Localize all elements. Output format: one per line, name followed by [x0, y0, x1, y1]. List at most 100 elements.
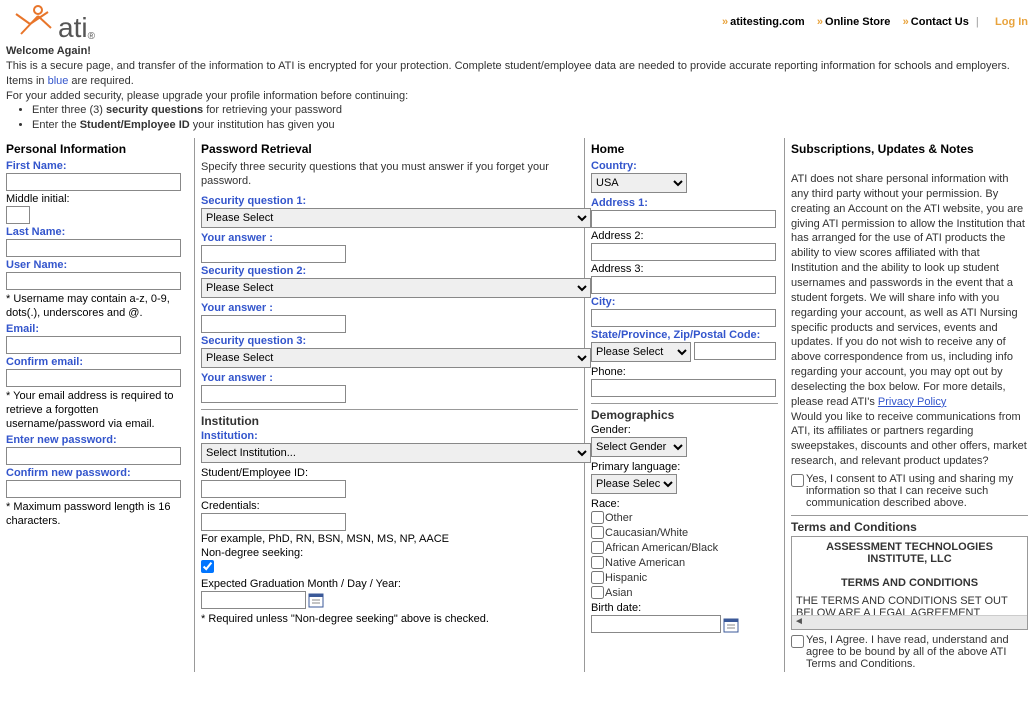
- b2b: Student/Employee ID: [80, 119, 190, 131]
- sq1-label: Security question 1:: [201, 195, 578, 207]
- race-option-label: Asian: [605, 587, 633, 599]
- logo-text: ati: [58, 14, 88, 42]
- email-input[interactable]: [6, 336, 181, 354]
- confirm-password-input[interactable]: [6, 480, 181, 498]
- col-password-institution: Password Retrieval Specify three securit…: [195, 138, 585, 672]
- nav-atitesting[interactable]: atitesting.com: [730, 16, 805, 28]
- non-degree-checkbox[interactable]: [201, 560, 214, 573]
- lang-select[interactable]: Please Select: [591, 474, 677, 494]
- race-option-label: Native American: [605, 557, 685, 569]
- sq3-label: Security question 3:: [201, 335, 578, 347]
- country-label: Country:: [591, 160, 778, 172]
- city-input[interactable]: [591, 309, 776, 327]
- ans1-label: Your answer :: [201, 232, 578, 244]
- new-password-input[interactable]: [6, 447, 181, 465]
- sq2-select[interactable]: Please Select: [201, 278, 591, 298]
- intro-bullet2: Enter the Student/Employee ID your insti…: [32, 118, 1028, 133]
- ans1-input[interactable]: [201, 245, 346, 263]
- consent-label: Yes, I consent to ATI using and sharing …: [806, 473, 1028, 509]
- nav-contact[interactable]: Contact Us: [911, 16, 969, 28]
- address3-label: Address 3:: [591, 263, 778, 275]
- sq3-select[interactable]: Please Select: [201, 348, 591, 368]
- intro-line2: Items in blue are required.: [6, 74, 1028, 89]
- institution-heading: Institution: [201, 409, 578, 428]
- nav-online-store[interactable]: Online Store: [825, 16, 890, 28]
- calendar-icon[interactable]: [723, 617, 739, 633]
- ans2-label: Your answer :: [201, 302, 578, 314]
- terms-box[interactable]: ASSESSMENT TECHNOLOGIES INSTITUTE, LLC T…: [791, 536, 1028, 630]
- institution-label: Institution:: [201, 430, 578, 442]
- first-name-input[interactable]: [6, 173, 181, 191]
- first-name-label: First Name:: [6, 160, 188, 172]
- chevron-icon: »: [722, 16, 728, 28]
- cred-example: For example, PhD, RN, BSN, MSN, MS, NP, …: [201, 533, 578, 545]
- sub-body-text: ATI does not share personal information …: [791, 173, 1025, 408]
- birth-date-label: Birth date:: [591, 602, 778, 614]
- middle-initial-input[interactable]: [6, 206, 30, 224]
- phone-input[interactable]: [591, 379, 776, 397]
- confirm-password-label: Confirm new password:: [6, 467, 188, 479]
- gender-label: Gender:: [591, 424, 778, 436]
- nav-separator: |: [976, 16, 979, 28]
- credentials-label: Credentials:: [201, 500, 578, 512]
- user-name-input[interactable]: [6, 272, 181, 290]
- race-checkbox[interactable]: [591, 586, 604, 599]
- country-select[interactable]: USA: [591, 173, 687, 193]
- phone-label: Phone:: [591, 366, 778, 378]
- new-password-label: Enter new password:: [6, 434, 188, 446]
- birth-date-input[interactable]: [591, 615, 721, 633]
- last-name-label: Last Name:: [6, 226, 188, 238]
- race-checkbox[interactable]: [591, 511, 604, 524]
- non-degree-label: Non-degree seeking:: [201, 547, 578, 559]
- nav-login[interactable]: Log In: [995, 16, 1028, 28]
- chevron-icon: »: [817, 16, 823, 28]
- gender-select[interactable]: Select Gender: [591, 437, 687, 457]
- calendar-icon[interactable]: [308, 592, 324, 608]
- agree-label: Yes, I Agree. I have read, understand an…: [806, 634, 1028, 670]
- intro-line1: This is a secure page, and transfer of t…: [6, 59, 1028, 74]
- privacy-policy-link[interactable]: Privacy Policy: [878, 396, 946, 408]
- student-id-input[interactable]: [201, 480, 346, 498]
- race-checkbox[interactable]: [591, 526, 604, 539]
- terms-title2: TERMS AND CONDITIONS: [841, 577, 978, 589]
- b1b: security questions: [106, 104, 203, 116]
- credentials-input[interactable]: [201, 513, 346, 531]
- demographics-heading: Demographics: [591, 403, 778, 422]
- intro-line2-prefix: Items in: [6, 75, 48, 87]
- col-home-demo: Home Country: USA Address 1: Address 2: …: [585, 138, 785, 672]
- institution-select[interactable]: Select Institution...: [201, 443, 591, 463]
- address1-input[interactable]: [591, 210, 776, 228]
- address3-input[interactable]: [591, 276, 776, 294]
- state-select[interactable]: Please Select: [591, 342, 691, 362]
- zip-input[interactable]: [694, 342, 776, 360]
- ans3-input[interactable]: [201, 385, 346, 403]
- address2-label: Address 2:: [591, 230, 778, 242]
- subscriptions-heading: Subscriptions, Updates & Notes: [791, 142, 1028, 156]
- race-row: Hispanic: [591, 570, 778, 585]
- student-id-label: Student/Employee ID:: [201, 467, 578, 479]
- password-note: * Maximum password length is 16 characte…: [6, 500, 188, 529]
- home-heading: Home: [591, 142, 778, 156]
- chevron-icon: »: [903, 16, 909, 28]
- agree-checkbox[interactable]: [791, 635, 804, 648]
- ans2-input[interactable]: [201, 315, 346, 333]
- address2-input[interactable]: [591, 243, 776, 261]
- race-row: African American/Black: [591, 540, 778, 555]
- race-checkbox[interactable]: [591, 541, 604, 554]
- last-name-input[interactable]: [6, 239, 181, 257]
- confirm-email-input[interactable]: [6, 369, 181, 387]
- intro-title: Welcome Again!: [6, 44, 1028, 59]
- b2c: your institution has given you: [190, 119, 335, 131]
- terms-heading: Terms and Conditions: [791, 515, 1028, 534]
- terms-title1: ASSESSMENT TECHNOLOGIES INSTITUTE, LLC: [826, 541, 993, 565]
- consent-checkbox[interactable]: [791, 474, 804, 487]
- race-row: Native American: [591, 555, 778, 570]
- sq1-select[interactable]: Please Select: [201, 208, 591, 228]
- race-checkbox[interactable]: [591, 571, 604, 584]
- intro: Welcome Again! This is a secure page, an…: [0, 44, 1034, 137]
- race-row: Other: [591, 510, 778, 525]
- grad-date-input[interactable]: [201, 591, 306, 609]
- personal-heading: Personal Information: [6, 142, 188, 156]
- logo-icon: [6, 2, 56, 42]
- race-checkbox[interactable]: [591, 556, 604, 569]
